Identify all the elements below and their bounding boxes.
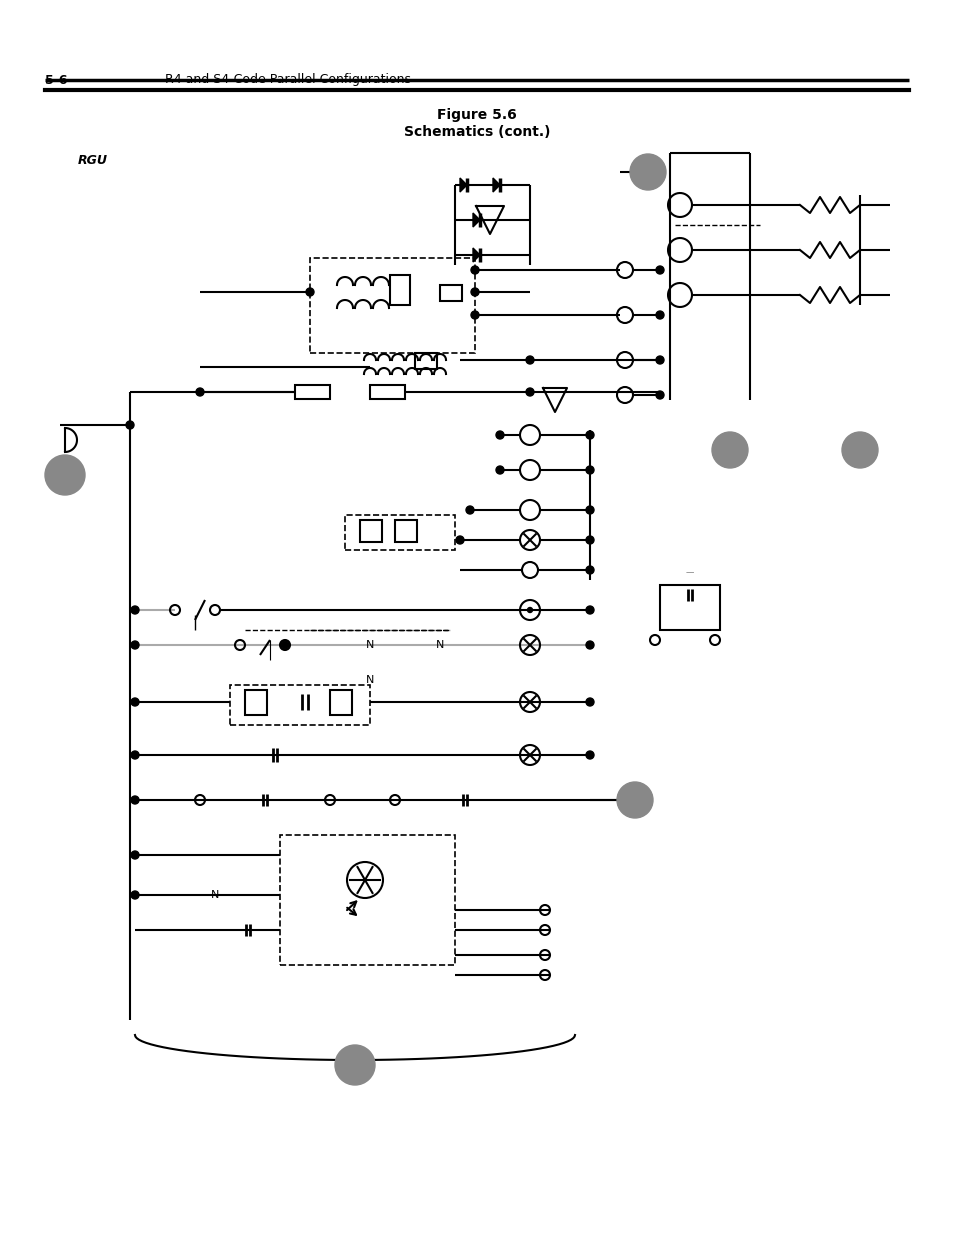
Circle shape [456, 536, 463, 543]
Bar [390, 275, 410, 305]
Circle shape [585, 431, 594, 438]
Text: 5-6: 5-6 [45, 74, 68, 86]
Bar [370, 385, 405, 399]
Bar [310, 258, 475, 353]
Bar [245, 690, 267, 715]
Circle shape [525, 356, 534, 364]
Circle shape [281, 641, 289, 650]
Circle shape [585, 606, 594, 614]
Circle shape [656, 356, 663, 364]
Circle shape [126, 421, 133, 429]
Circle shape [306, 288, 314, 296]
Circle shape [656, 391, 663, 399]
Bar [415, 353, 436, 369]
Bar [395, 520, 416, 542]
Circle shape [629, 154, 665, 190]
Circle shape [585, 751, 594, 760]
Bar [345, 515, 455, 550]
Bar [439, 285, 461, 301]
Polygon shape [473, 248, 479, 262]
Circle shape [585, 536, 594, 543]
Circle shape [131, 797, 139, 804]
Circle shape [471, 266, 478, 274]
Circle shape [525, 388, 534, 396]
Circle shape [656, 266, 663, 274]
Circle shape [131, 641, 139, 650]
Text: N: N [365, 676, 374, 685]
Text: Schematics (cont.): Schematics (cont.) [403, 125, 550, 140]
Text: N: N [436, 640, 444, 650]
Circle shape [585, 566, 594, 574]
Polygon shape [473, 212, 479, 227]
Circle shape [131, 751, 139, 760]
Circle shape [45, 454, 85, 495]
Circle shape [585, 641, 594, 650]
Circle shape [131, 890, 139, 899]
Circle shape [711, 432, 747, 468]
Circle shape [131, 851, 139, 860]
Polygon shape [459, 178, 467, 191]
Text: R4 and S4-Code Parallel Configurations: R4 and S4-Code Parallel Configurations [165, 74, 411, 86]
Text: N: N [365, 640, 374, 650]
Bar [330, 690, 352, 715]
Circle shape [496, 466, 503, 474]
Circle shape [465, 506, 474, 514]
Circle shape [585, 698, 594, 706]
Text: RGU: RGU [78, 153, 108, 167]
Polygon shape [493, 178, 499, 191]
Circle shape [335, 1045, 375, 1086]
Circle shape [585, 466, 594, 474]
Circle shape [841, 432, 877, 468]
Circle shape [527, 608, 532, 613]
Circle shape [617, 782, 652, 818]
Bar [659, 585, 720, 630]
Text: Figure 5.6: Figure 5.6 [436, 107, 517, 122]
Text: N: N [211, 890, 219, 900]
Bar [230, 685, 370, 725]
Bar [359, 520, 381, 542]
Bar [294, 385, 330, 399]
Text: —: — [685, 568, 694, 578]
Circle shape [496, 431, 503, 438]
Circle shape [656, 311, 663, 319]
Circle shape [471, 288, 478, 296]
Circle shape [195, 388, 204, 396]
Circle shape [131, 606, 139, 614]
Circle shape [131, 698, 139, 706]
Circle shape [585, 506, 594, 514]
Circle shape [471, 311, 478, 319]
Bar [280, 835, 455, 965]
